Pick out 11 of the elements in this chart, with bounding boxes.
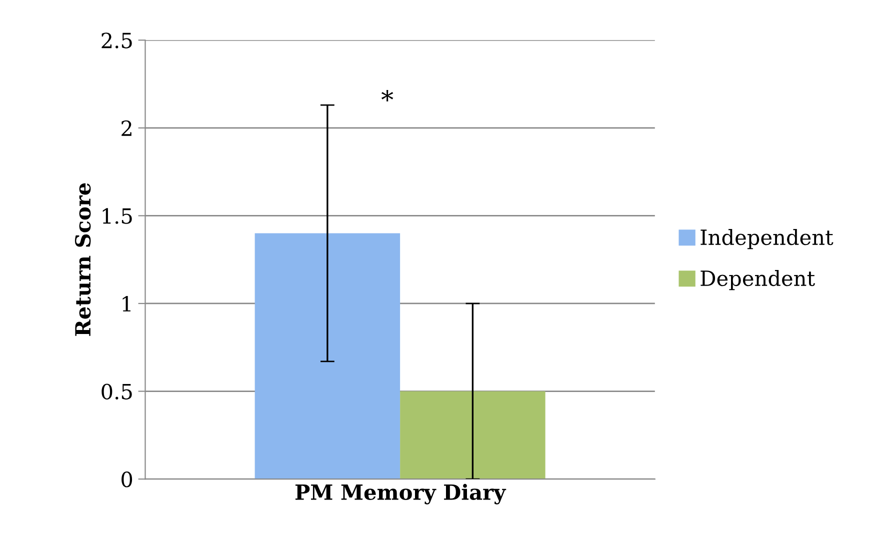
y-tick-label: 0.5 — [102, 384, 132, 400]
y-tick-label: 1.5 — [102, 208, 132, 224]
y-tick-label: 2.5 — [102, 32, 132, 48]
y-tick-label: 1 — [122, 296, 130, 312]
annotation: * — [381, 90, 394, 102]
legend-label: Independent — [700, 229, 834, 250]
y-tick-label: 0 — [122, 472, 132, 488]
y-axis-title: Return Score — [74, 183, 91, 336]
x-tick-label: PM Memory Diary — [295, 484, 506, 504]
y-tick-label: 2 — [122, 120, 132, 136]
legend-label: Dependent — [700, 270, 815, 290]
